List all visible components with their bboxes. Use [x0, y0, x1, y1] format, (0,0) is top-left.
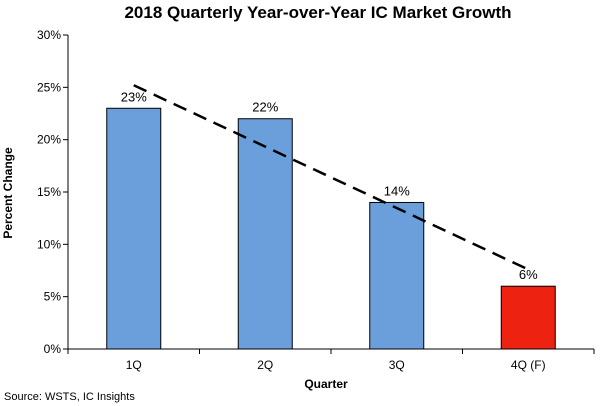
y-tick-label: 30%: [37, 28, 61, 42]
data-label-1: 23%: [121, 89, 147, 104]
y-axis-title: Percent Change: [1, 147, 15, 239]
x-axis-ticks: 1Q 2Q 3Q 4Q (F): [67, 349, 595, 372]
x-axis-title: Quarter: [304, 377, 348, 391]
trendline: [133, 84, 529, 271]
data-label-2: 22%: [252, 100, 278, 115]
bar-2: [237, 118, 293, 350]
y-tick-label: 25%: [37, 80, 61, 94]
source-note: Source: WSTS, IC Insights: [4, 391, 135, 403]
chart-title: 2018 Quarterly Year-over-Year IC Market …: [124, 3, 511, 22]
data-labels: 23% 22% 14% 6%: [121, 89, 538, 282]
x-tick-label: 1Q: [126, 358, 142, 372]
bar-4: [500, 285, 556, 350]
bar-1: [106, 107, 162, 350]
x-tick-label: 4Q (F): [511, 358, 546, 372]
x-tick-label: 3Q: [389, 358, 405, 372]
x-tick-label: 2Q: [257, 358, 273, 372]
bars: [106, 107, 556, 350]
y-tick-label: 20%: [37, 133, 61, 147]
trendline-dashed: [133, 84, 529, 271]
y-tick-label: 0%: [44, 342, 62, 356]
y-tick-label: 15%: [37, 185, 61, 199]
y-axis-ticks: 0% 5% 10% 15% 20% 25% 30%: [37, 28, 68, 356]
data-label-4: 6%: [519, 267, 538, 282]
bar-3: [369, 201, 425, 350]
data-label-3: 14%: [384, 183, 410, 198]
y-tick-label: 10%: [37, 237, 61, 251]
y-tick-label: 5%: [44, 290, 62, 304]
